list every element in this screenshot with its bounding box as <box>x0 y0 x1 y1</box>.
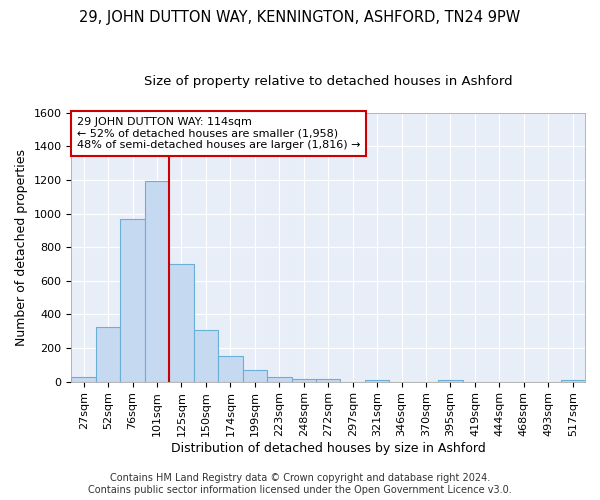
Bar <box>218 356 242 382</box>
Text: Contains HM Land Registry data © Crown copyright and database right 2024.
Contai: Contains HM Land Registry data © Crown c… <box>88 474 512 495</box>
Bar <box>316 379 340 382</box>
Bar <box>365 380 389 382</box>
Bar <box>438 380 463 382</box>
Text: 29 JOHN DUTTON WAY: 114sqm
← 52% of detached houses are smaller (1,958)
48% of s: 29 JOHN DUTTON WAY: 114sqm ← 52% of deta… <box>77 117 360 150</box>
Bar <box>169 264 194 382</box>
Text: 29, JOHN DUTTON WAY, KENNINGTON, ASHFORD, TN24 9PW: 29, JOHN DUTTON WAY, KENNINGTON, ASHFORD… <box>79 10 521 25</box>
Bar <box>121 220 145 382</box>
Bar <box>242 370 267 382</box>
Y-axis label: Number of detached properties: Number of detached properties <box>15 148 28 346</box>
Bar <box>194 330 218 382</box>
Bar <box>145 181 169 382</box>
Bar <box>71 377 96 382</box>
Title: Size of property relative to detached houses in Ashford: Size of property relative to detached ho… <box>144 75 512 88</box>
Bar <box>267 378 292 382</box>
Bar <box>560 380 585 382</box>
Bar <box>292 378 316 382</box>
Bar <box>96 327 121 382</box>
X-axis label: Distribution of detached houses by size in Ashford: Distribution of detached houses by size … <box>171 442 485 455</box>
